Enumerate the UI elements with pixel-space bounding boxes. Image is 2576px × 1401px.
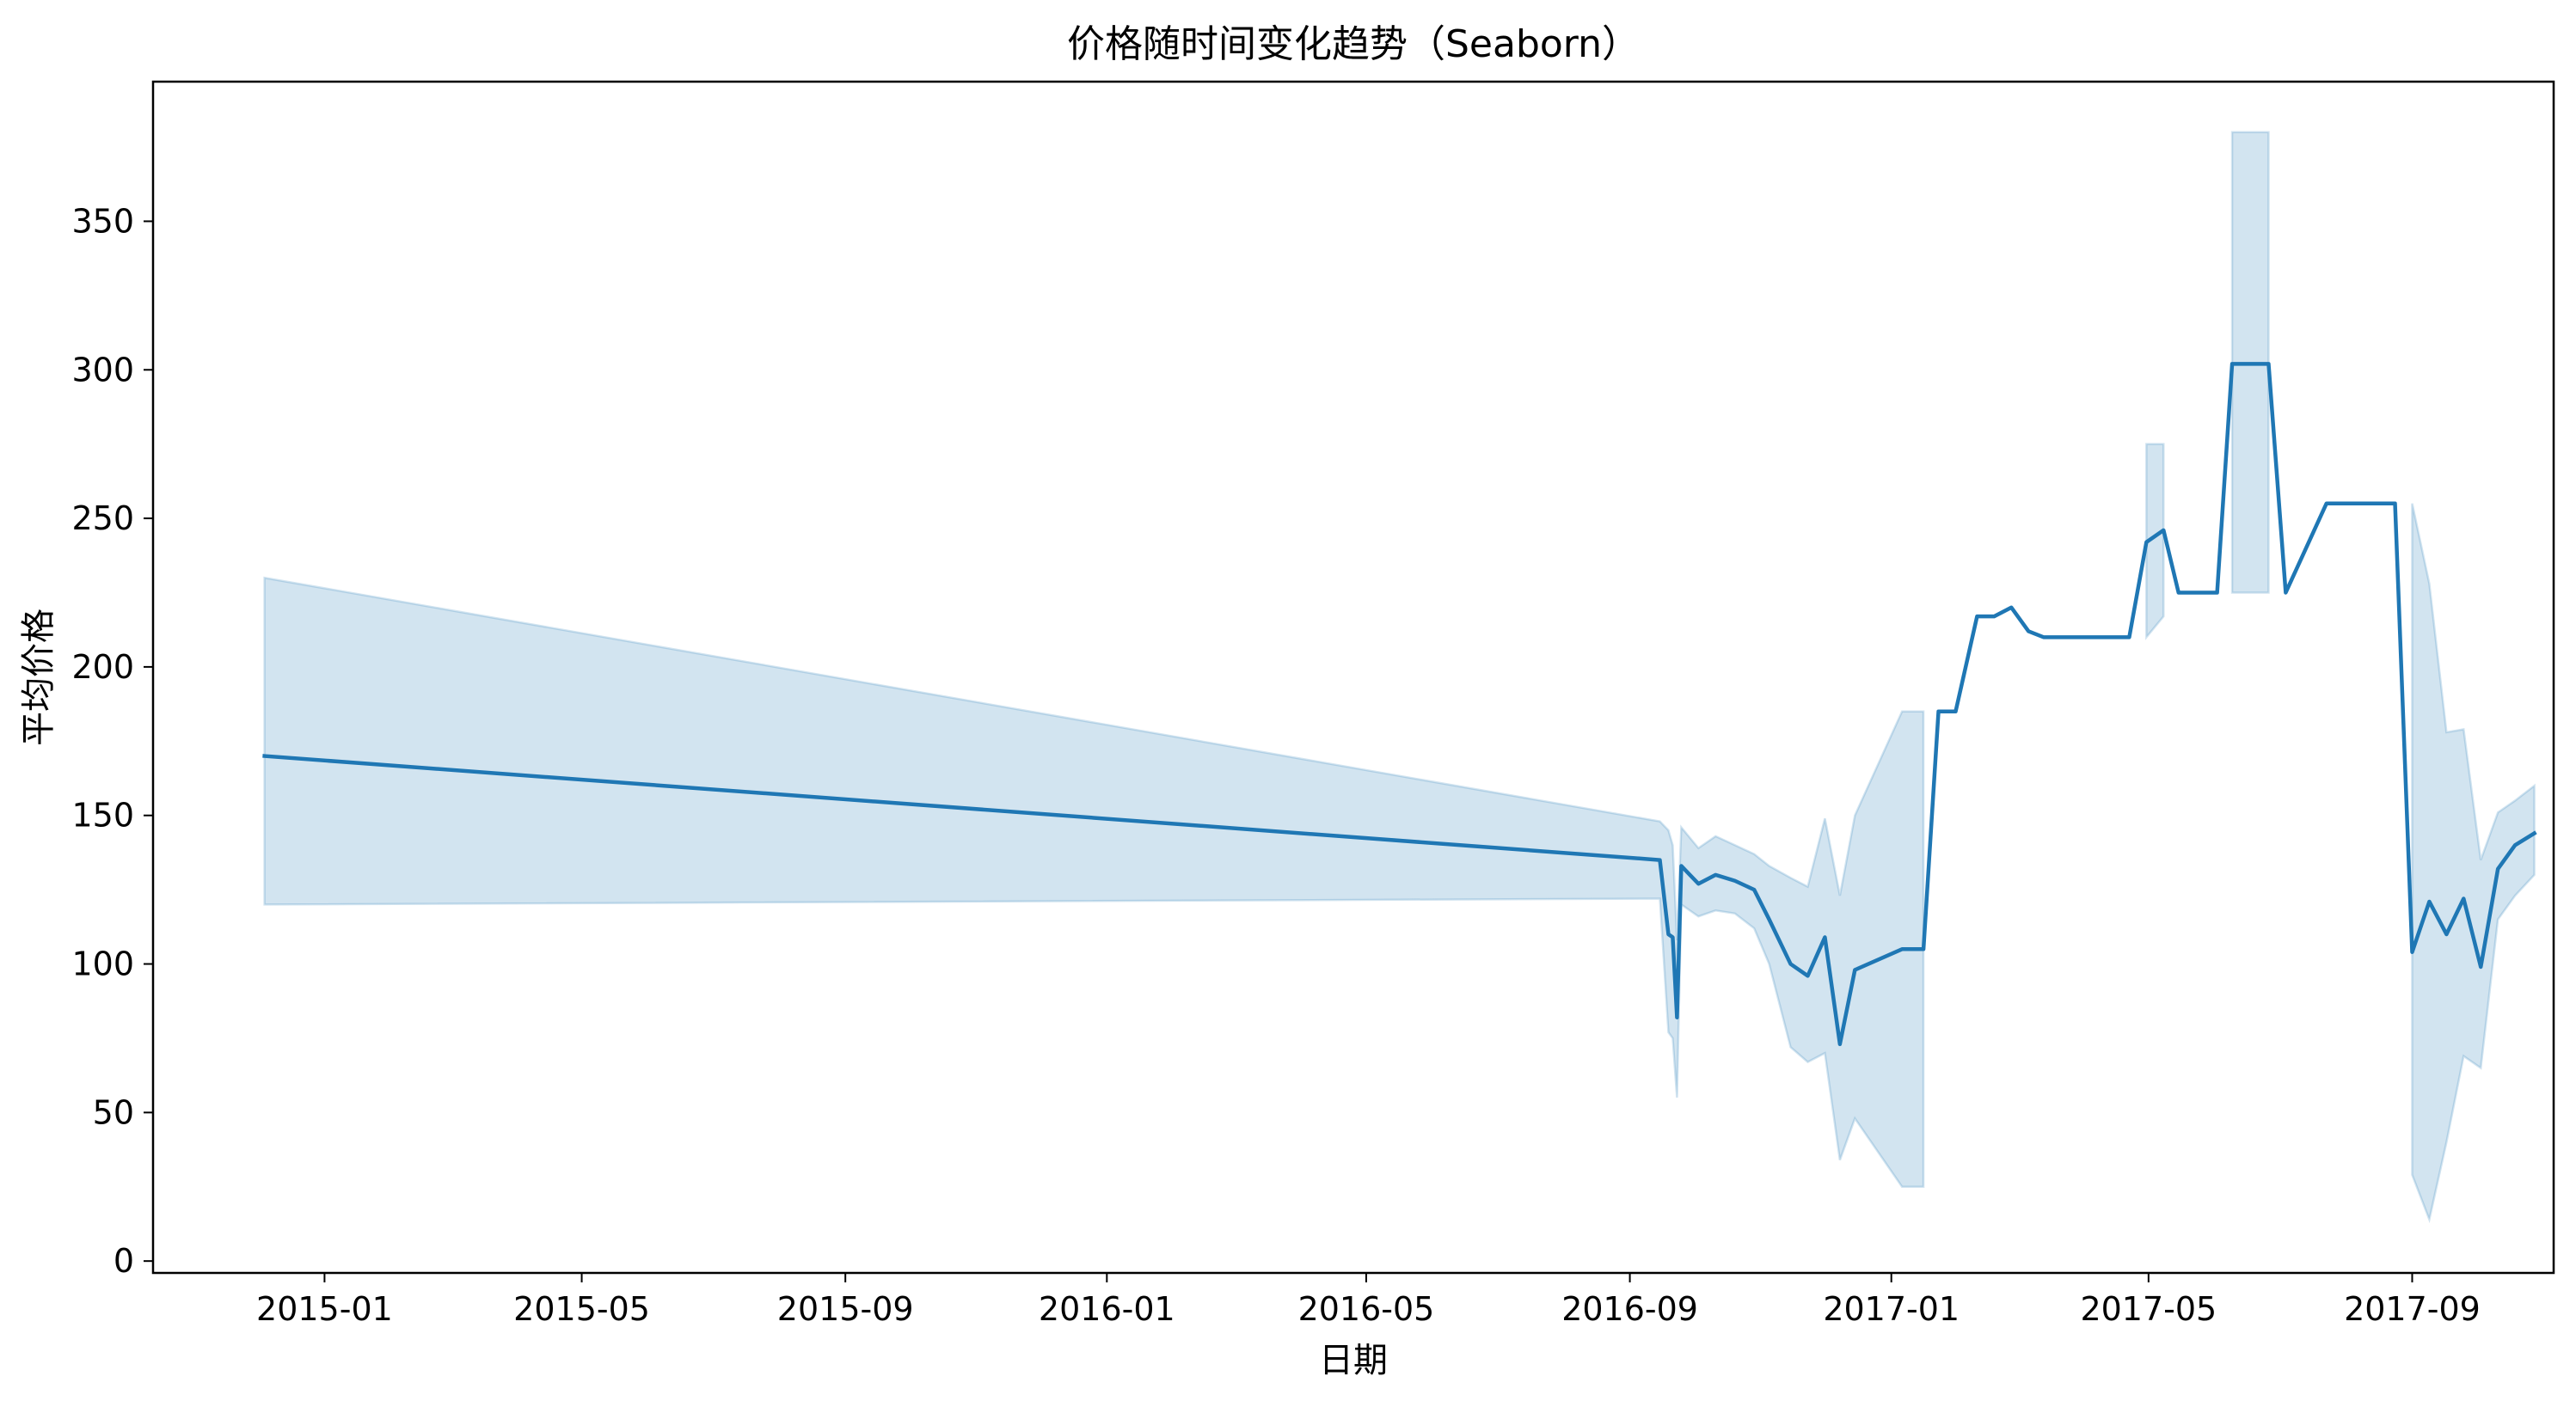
confidence-band-4	[2411, 503, 2536, 1224]
y-tick-label: 100	[71, 945, 134, 983]
y-tick-label: 150	[71, 797, 134, 835]
chart-title: 价格随时间变化趋势（Seaborn）	[1067, 22, 1640, 66]
confidence-band-2	[2145, 443, 2165, 640]
y-tick-label: 350	[71, 202, 134, 240]
plot-area-frame	[151, 80, 2555, 1275]
y-axis-ticks: 0 50 100 150 200 250 300 350	[71, 202, 153, 1280]
x-tick-label: 2016-05	[1298, 1290, 1435, 1328]
series-line-layer	[262, 362, 2537, 1047]
y-tick-label: 0	[113, 1242, 134, 1280]
x-tick-label: 2016-01	[1039, 1290, 1175, 1328]
x-tick-label: 2015-01	[256, 1290, 393, 1328]
x-tick-label: 2016-09	[1561, 1290, 1698, 1328]
x-tick-label: 2015-05	[513, 1290, 650, 1328]
y-tick-label: 300	[71, 351, 134, 388]
x-tick-label: 2015-09	[777, 1290, 914, 1328]
y-axis-title: 平均价格	[19, 609, 58, 746]
x-tick-label: 2017-01	[1823, 1290, 1960, 1328]
x-tick-label: 2017-09	[2344, 1290, 2481, 1328]
x-axis-ticks: 2015-01 2015-05 2015-09 2016-01 2016-05 2016-…	[256, 1273, 2481, 1328]
series-line-1	[262, 362, 2537, 1047]
x-axis-title: 日期	[1319, 1341, 1388, 1380]
x-tick-label: 2017-05	[2080, 1290, 2217, 1328]
y-tick-label: 250	[71, 499, 134, 537]
y-tick-label: 200	[71, 648, 134, 686]
y-tick-label: 50	[93, 1093, 134, 1131]
